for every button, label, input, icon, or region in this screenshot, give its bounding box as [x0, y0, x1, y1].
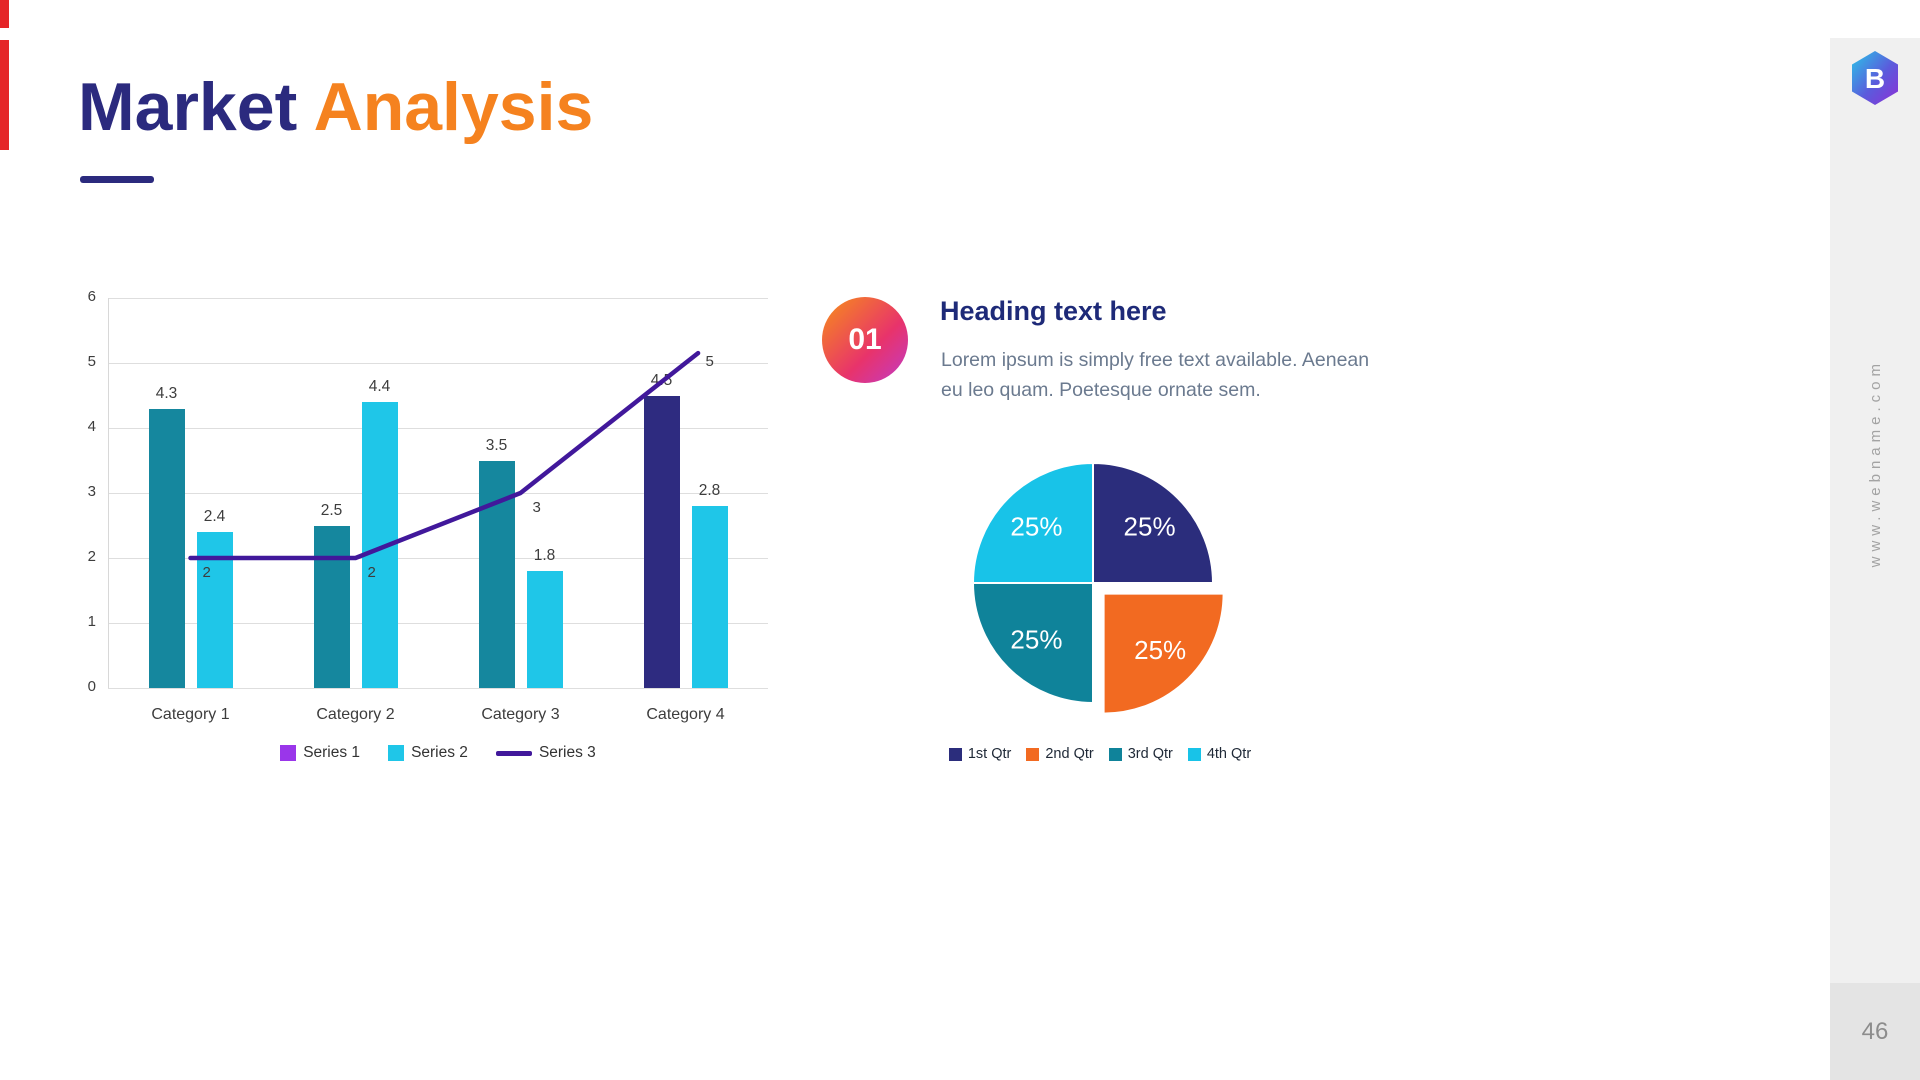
pie-legend-swatch	[1026, 747, 1040, 761]
pie-legend-item: 1st Qtr	[948, 746, 1012, 762]
pie-slice-label: 25%	[1124, 511, 1176, 541]
bar-value-label: 3.5	[485, 436, 508, 454]
body-line-2: eu leo quam. Poetesque ornate sem.	[941, 379, 1261, 401]
pie-slice-label: 25%	[1010, 625, 1062, 655]
y-tick-label: 0	[87, 678, 96, 695]
body-line-1: Lorem ipsum is simply free text availabl…	[941, 349, 1370, 371]
gridline	[108, 623, 768, 624]
bar-chart: 0 1 2 3 4 5 6 4.3 2.4 Category 1 2.5 4.4 Category 2 3…	[58, 286, 848, 786]
gridline	[108, 493, 768, 494]
y-tick-label: 2	[87, 548, 96, 565]
pie-legend-label: 1st Qtr	[967, 746, 1012, 762]
website-vertical-wrap: www.webname.com	[1830, 293, 1920, 633]
bar-value-label: 1.8	[533, 547, 556, 564]
pie-legend-swatch	[1187, 747, 1201, 761]
bar-value-label: 4.4	[368, 378, 391, 395]
pie-slice-1	[1092, 461, 1215, 584]
sidebar-bottom: 46	[1830, 983, 1920, 1080]
bar-series2	[691, 506, 728, 688]
title-underline	[80, 176, 154, 183]
bar-value-label: 2.4	[203, 508, 226, 525]
legend-label: Series 1	[303, 744, 361, 761]
right-sidebar: B www.webname.com 46	[1830, 38, 1920, 1080]
slide-title-part2: Analysis	[313, 69, 594, 145]
legend-label: Series 2	[411, 744, 468, 761]
pie-legend-label: 3rd Qtr	[1127, 746, 1173, 762]
bar-series2	[526, 571, 563, 688]
y-tick-label: 6	[87, 288, 96, 305]
logo-letter: B	[1865, 63, 1885, 94]
bar-series1	[148, 408, 185, 688]
x-category-label: Category 1	[151, 706, 230, 723]
y-tick-label: 3	[87, 483, 96, 500]
pie-chart: 25% 25% 25% 25%	[943, 433, 1243, 733]
pie-legend-swatch	[948, 747, 962, 761]
legend-label: Series 3	[538, 744, 596, 761]
logo-hexagon-icon: B	[1852, 51, 1898, 105]
bar-value-label: 2.8	[698, 482, 721, 499]
pie-legend-label: 4th Qtr	[1206, 746, 1252, 762]
pie-slice-label: 25%	[1010, 511, 1062, 541]
bar-chart-legend: Series 1 Series 2 Series 3	[108, 744, 768, 762]
pie-slice-3	[971, 582, 1094, 705]
logo: B	[1848, 50, 1902, 106]
pie-slice-2	[1102, 592, 1225, 715]
gridline	[108, 558, 768, 559]
x-category-label: Category 3	[481, 706, 560, 723]
pie-legend-item: 2nd Qtr	[1026, 746, 1094, 762]
legend-swatch	[388, 745, 405, 761]
gridline	[108, 688, 768, 689]
y-axis-line	[108, 298, 109, 688]
website-url: www.webname.com	[1866, 358, 1884, 568]
number-badge: 01	[822, 297, 908, 383]
line-value-label: 5	[705, 353, 714, 370]
left-accent-bar-top	[0, 0, 9, 28]
gridline	[108, 363, 768, 364]
pie-legend-item: 4th Qtr	[1187, 746, 1252, 762]
pie-legend-label: 2nd Qtr	[1045, 746, 1094, 762]
line-value-label: 2	[202, 564, 211, 581]
x-category-label: Category 4	[646, 706, 725, 723]
legend-line-swatch	[495, 750, 532, 756]
line-series	[188, 350, 701, 561]
pie-legend-item: 3rd Qtr	[1108, 746, 1173, 762]
legend-item: Series 3	[495, 744, 596, 762]
pie-legend-swatch	[1108, 747, 1122, 761]
gridline	[108, 298, 768, 299]
pie-slice-label: 25%	[1134, 635, 1186, 665]
y-tick-label: 1	[87, 613, 96, 630]
left-accent-bar-bottom	[0, 40, 9, 150]
y-tick-label: 4	[87, 418, 96, 435]
y-tick-label: 5	[87, 353, 96, 370]
bar-value-label: 4.3	[155, 384, 178, 402]
pie-slice-4	[971, 461, 1094, 584]
line-value-label: 2	[367, 564, 376, 581]
bar-value-label: 2.5	[320, 501, 343, 519]
x-category-label: Category 2	[316, 706, 395, 723]
legend-item: Series 1	[280, 744, 360, 762]
legend-swatch	[280, 745, 297, 761]
slide-title: Market Analysis	[78, 68, 593, 146]
line-value-label: 3	[532, 499, 541, 516]
bar-series1	[643, 395, 680, 688]
gridline	[108, 428, 768, 429]
slide-title-part1: Market	[78, 69, 298, 145]
page-number: 46	[1861, 1017, 1889, 1045]
legend-item: Series 2	[388, 744, 468, 762]
section-body: Lorem ipsum is simply free text availabl…	[941, 345, 1411, 405]
pie-legend: 1st Qtr 2nd Qtr 3rd Qtr 4th Qtr	[910, 746, 1290, 762]
section-heading: Heading text here	[940, 296, 1167, 326]
bar-series1	[313, 525, 350, 688]
pie-svg: 25% 25% 25% 25%	[971, 461, 1225, 715]
